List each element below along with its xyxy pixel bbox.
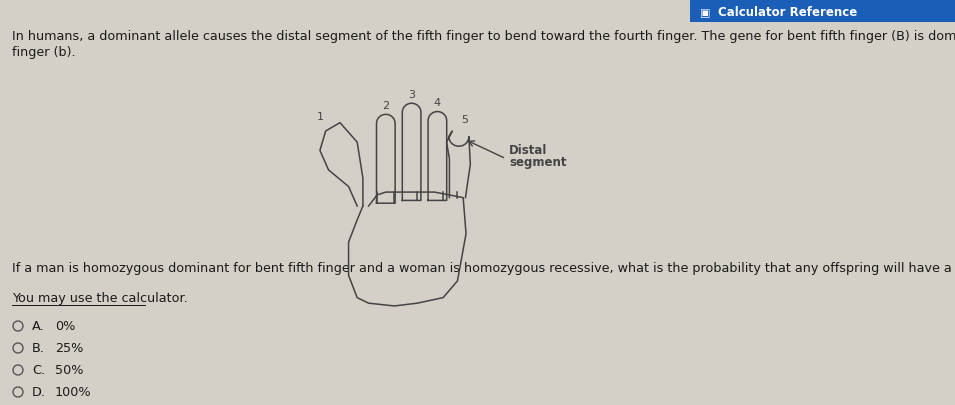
Text: 5: 5 bbox=[461, 115, 468, 125]
Text: 1: 1 bbox=[316, 112, 324, 122]
Text: 3: 3 bbox=[408, 90, 415, 100]
Text: B.: B. bbox=[32, 341, 45, 354]
Text: If a man is homozygous dominant for bent fifth finger and a woman is homozygous : If a man is homozygous dominant for bent… bbox=[12, 262, 955, 275]
FancyBboxPatch shape bbox=[690, 0, 955, 22]
Text: 50%: 50% bbox=[55, 364, 83, 377]
Text: C.: C. bbox=[32, 364, 45, 377]
Text: 25%: 25% bbox=[55, 341, 83, 354]
Text: Distal: Distal bbox=[509, 144, 547, 157]
Text: 4: 4 bbox=[434, 98, 441, 108]
Text: In humans, a dominant allele causes the distal segment of the fifth finger to be: In humans, a dominant allele causes the … bbox=[12, 30, 955, 43]
Text: finger (b).: finger (b). bbox=[12, 46, 75, 59]
Text: 100%: 100% bbox=[55, 386, 92, 399]
Text: segment: segment bbox=[509, 156, 566, 169]
Text: ▣: ▣ bbox=[700, 8, 711, 18]
Text: A.: A. bbox=[32, 320, 45, 333]
Text: 2: 2 bbox=[382, 101, 390, 111]
Text: Calculator Reference: Calculator Reference bbox=[718, 6, 858, 19]
Text: 0%: 0% bbox=[55, 320, 75, 333]
Text: D.: D. bbox=[32, 386, 46, 399]
Text: You may use the calculator.: You may use the calculator. bbox=[12, 292, 188, 305]
